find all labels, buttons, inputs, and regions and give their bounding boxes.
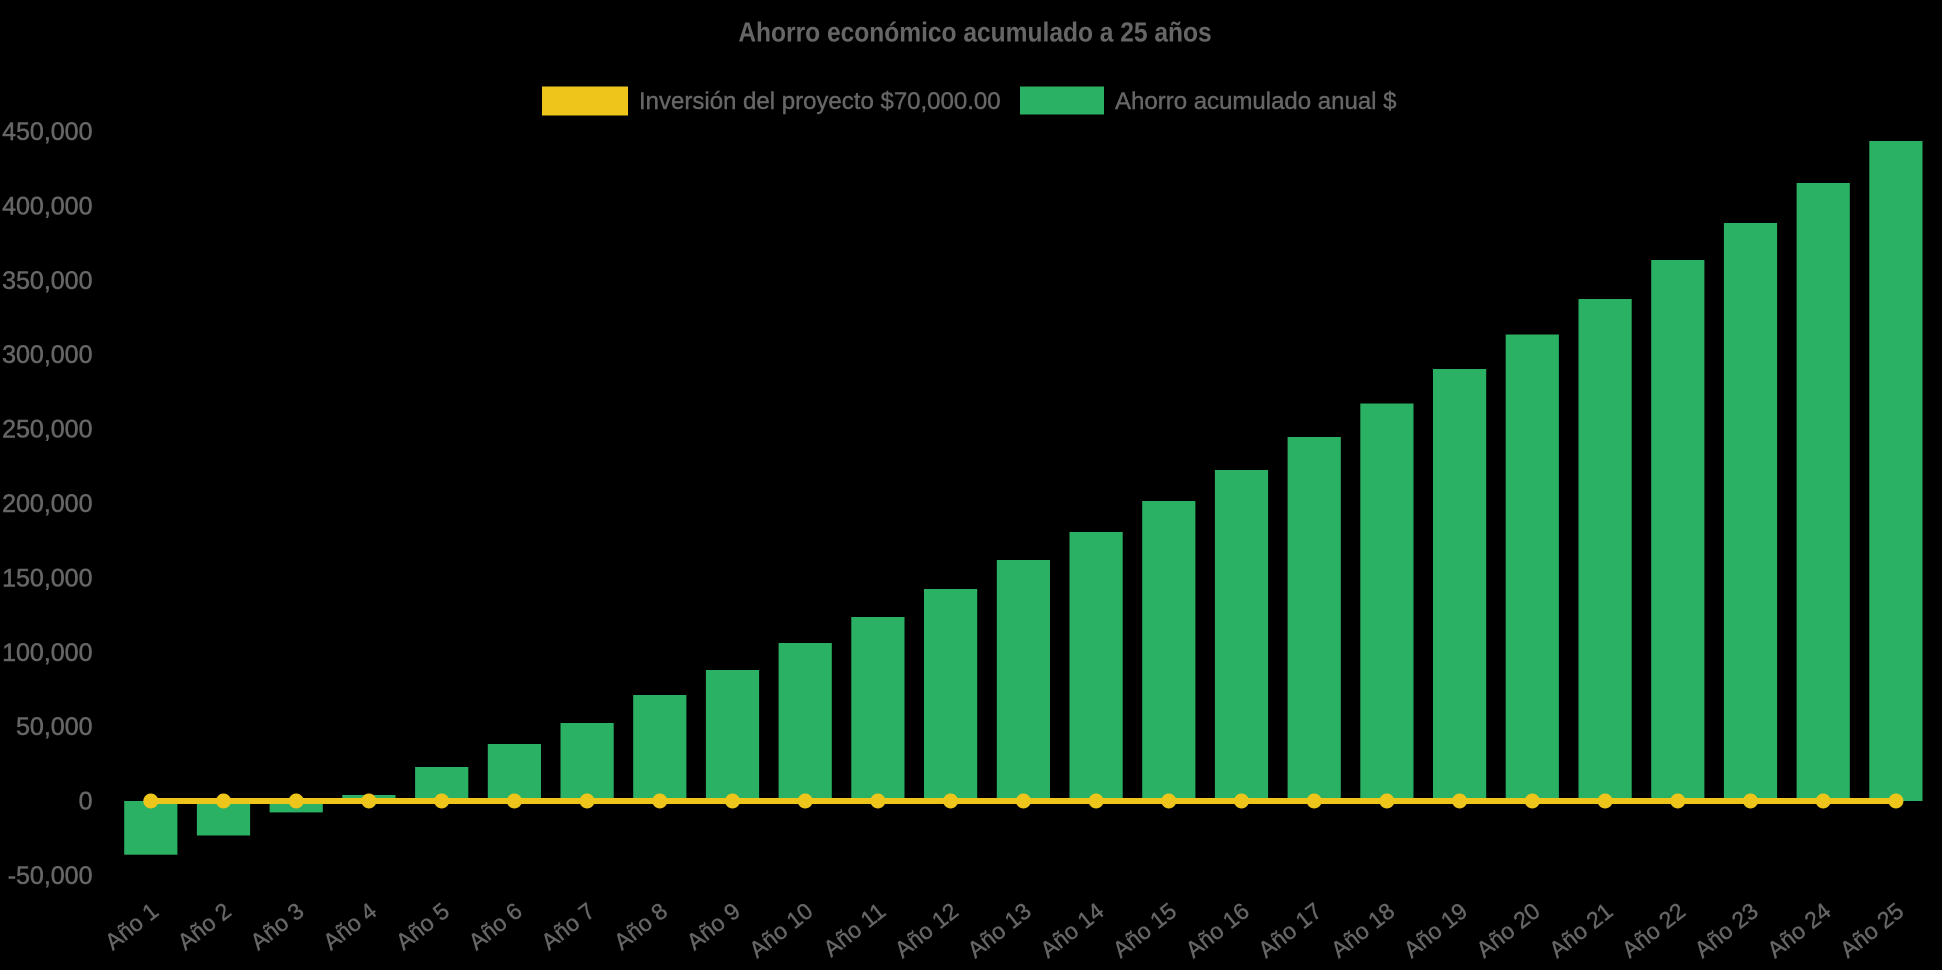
svg-text:0: 0 <box>79 788 93 816</box>
svg-text:Ahorro económico acumulado a 2: Ahorro económico acumulado a 25 años <box>738 16 1211 48</box>
svg-text:Ahorro acumulado anual $: Ahorro acumulado anual $ <box>1115 88 1397 115</box>
svg-text:400,000: 400,000 <box>2 192 92 220</box>
svg-text:250,000: 250,000 <box>2 416 92 444</box>
svg-text:450,000: 450,000 <box>2 118 92 146</box>
svg-text:100,000: 100,000 <box>2 639 92 667</box>
svg-text:Inversión del proyecto $70,000: Inversión del proyecto $70,000.00 <box>639 88 1001 115</box>
svg-text:200,000: 200,000 <box>2 490 92 518</box>
svg-text:50,000: 50,000 <box>16 713 92 741</box>
svg-text:350,000: 350,000 <box>2 267 92 295</box>
svg-text:-50,000: -50,000 <box>8 862 93 890</box>
svg-text:300,000: 300,000 <box>2 341 92 369</box>
svg-text:150,000: 150,000 <box>2 564 92 592</box>
